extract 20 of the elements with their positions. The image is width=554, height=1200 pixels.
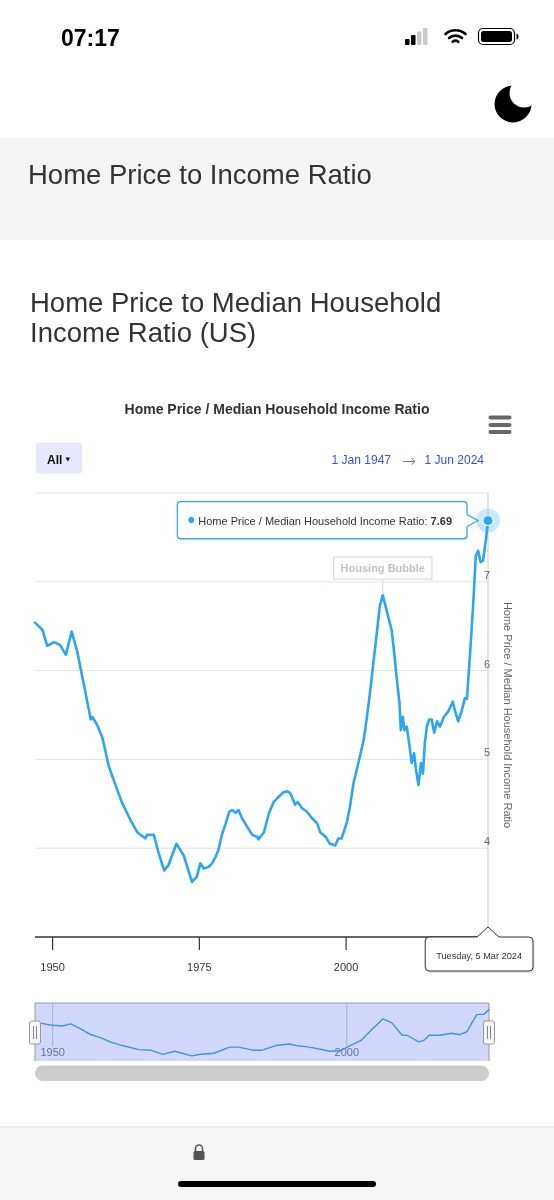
annotation: Home Price / Median Household Income Ratio: 7.69 — [198, 514, 453, 527]
text: All — [47, 453, 63, 467]
text: Home Price to Income Ratio — [28, 159, 372, 190]
y-axis-title: Home Price / Median Household Income Ratio — [502, 601, 514, 829]
text: 1 Jan 1947 — [331, 453, 392, 467]
x-tick-label: 2000 — [333, 961, 359, 973]
text: 07:17 — [61, 25, 120, 51]
chart-title: Home Price / Median Household Income Ratio — [124, 401, 430, 417]
text: 1 Jun 2024 — [424, 453, 485, 467]
x-tick-label: 2000 — [334, 1046, 360, 1058]
text: Tuesday, 5 Mar 2024 — [436, 950, 522, 961]
x-tick-label: 1950 — [40, 1046, 65, 1058]
y-tick-label: 7 — [483, 568, 490, 581]
annotation: Housing Bubble — [340, 562, 425, 575]
x-tick-label: 1975 — [187, 961, 212, 973]
x-tick-label: 1950 — [40, 961, 65, 973]
y-tick-label: 4 — [483, 835, 490, 848]
y-tick-label: 5 — [483, 746, 490, 759]
text: Home Price to Median Household Income Ratio (US) — [30, 287, 442, 348]
y-tick-label: 6 — [483, 657, 490, 670]
